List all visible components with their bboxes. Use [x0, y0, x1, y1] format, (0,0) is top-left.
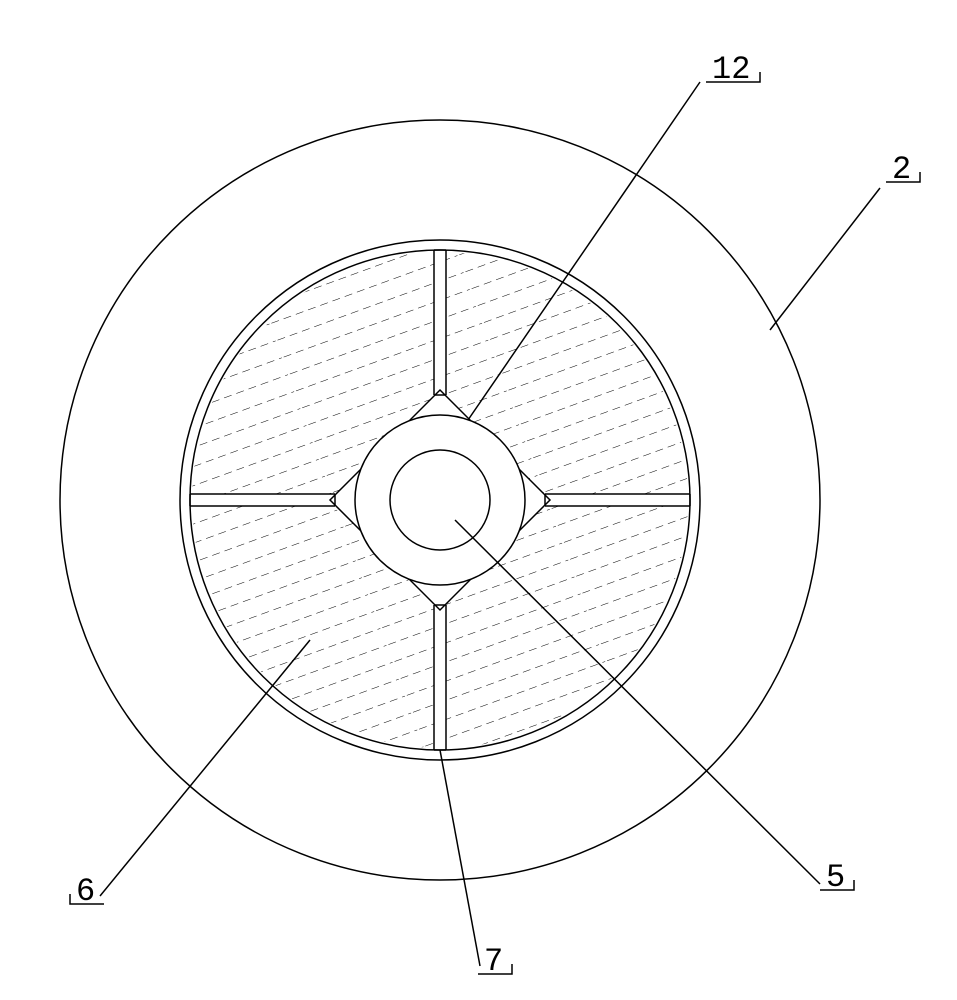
hub-inner [390, 450, 490, 550]
leader-2 [770, 188, 880, 330]
leader-7 [440, 750, 480, 966]
leader-6 [100, 640, 310, 896]
